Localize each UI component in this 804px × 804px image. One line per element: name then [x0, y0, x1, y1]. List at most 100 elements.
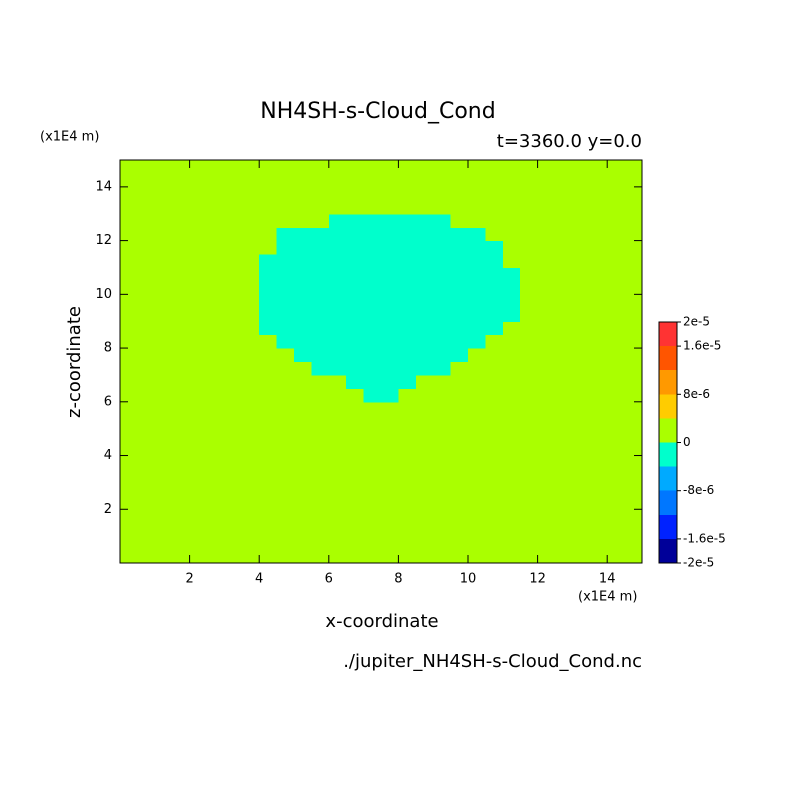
cell	[311, 307, 330, 322]
cell	[607, 401, 626, 416]
cell	[189, 200, 208, 215]
cell	[468, 186, 486, 201]
cell	[537, 280, 556, 295]
cell	[468, 468, 486, 483]
cell	[224, 200, 243, 215]
cell	[433, 388, 452, 403]
cell	[589, 522, 608, 537]
x-axis-label: x-coordinate	[325, 611, 438, 632]
cell	[189, 334, 208, 349]
cell	[120, 334, 138, 349]
cell	[224, 495, 243, 510]
cell	[224, 294, 243, 309]
cell	[346, 509, 365, 524]
cell	[572, 374, 591, 389]
cell	[294, 361, 312, 376]
cell	[189, 307, 208, 322]
cell	[398, 200, 417, 215]
cell	[137, 428, 156, 443]
cell	[572, 173, 591, 188]
cell	[572, 509, 591, 524]
cell	[276, 307, 295, 322]
cell	[189, 267, 208, 282]
cell	[468, 334, 486, 349]
cell	[502, 415, 521, 430]
cell	[241, 415, 260, 430]
cell	[589, 536, 608, 551]
cell	[520, 374, 539, 389]
cell	[137, 280, 156, 295]
x-unit: (x1E4 m)	[578, 590, 637, 605]
cell	[241, 468, 260, 483]
cell	[520, 522, 539, 537]
cell	[207, 468, 225, 483]
cell	[346, 160, 365, 175]
cell	[433, 442, 452, 457]
cell	[189, 227, 208, 242]
cell	[485, 334, 504, 349]
cell	[346, 294, 365, 309]
cell	[311, 294, 330, 309]
cell	[555, 401, 573, 416]
cell	[189, 294, 208, 309]
cell	[381, 401, 399, 416]
colorbar-band	[659, 514, 677, 539]
cell	[207, 522, 225, 537]
colorbar-band	[659, 370, 677, 395]
cell	[241, 522, 260, 537]
cell	[311, 200, 330, 215]
cell	[241, 374, 260, 389]
cell	[485, 495, 504, 510]
cell	[207, 173, 225, 188]
cell	[450, 522, 469, 537]
cell	[363, 200, 382, 215]
cell	[520, 200, 539, 215]
cell	[555, 321, 573, 336]
cell	[120, 374, 138, 389]
cell	[224, 482, 243, 497]
cell	[241, 509, 260, 524]
cell	[607, 361, 626, 376]
cell	[363, 321, 382, 336]
cell	[259, 334, 278, 349]
cell	[450, 227, 469, 242]
cell	[537, 415, 556, 430]
cell	[398, 240, 417, 255]
cell	[120, 200, 138, 215]
cell	[485, 307, 504, 322]
cell	[589, 455, 608, 470]
cell	[154, 240, 173, 255]
cell	[294, 536, 312, 551]
cell	[259, 415, 278, 430]
cell	[398, 307, 417, 322]
cell	[241, 173, 260, 188]
cell	[363, 442, 382, 457]
field	[120, 160, 643, 564]
cell	[381, 240, 399, 255]
cell	[589, 442, 608, 457]
cell	[502, 442, 521, 457]
cell	[555, 495, 573, 510]
cell	[381, 361, 399, 376]
cell	[468, 455, 486, 470]
y-tick-label: 10	[95, 287, 112, 302]
cell	[172, 348, 191, 363]
cell	[207, 509, 225, 524]
cell	[207, 213, 225, 228]
cell	[398, 160, 417, 175]
cell	[450, 321, 469, 336]
cell	[502, 348, 521, 363]
cell	[328, 468, 347, 483]
cell	[624, 388, 643, 403]
cell	[485, 428, 504, 443]
cell	[120, 160, 138, 175]
cell	[207, 361, 225, 376]
cell	[468, 280, 486, 295]
cell	[589, 388, 608, 403]
cell	[328, 388, 347, 403]
cell	[189, 509, 208, 524]
cell	[450, 428, 469, 443]
cell	[381, 280, 399, 295]
cell	[154, 482, 173, 497]
cell	[363, 536, 382, 551]
